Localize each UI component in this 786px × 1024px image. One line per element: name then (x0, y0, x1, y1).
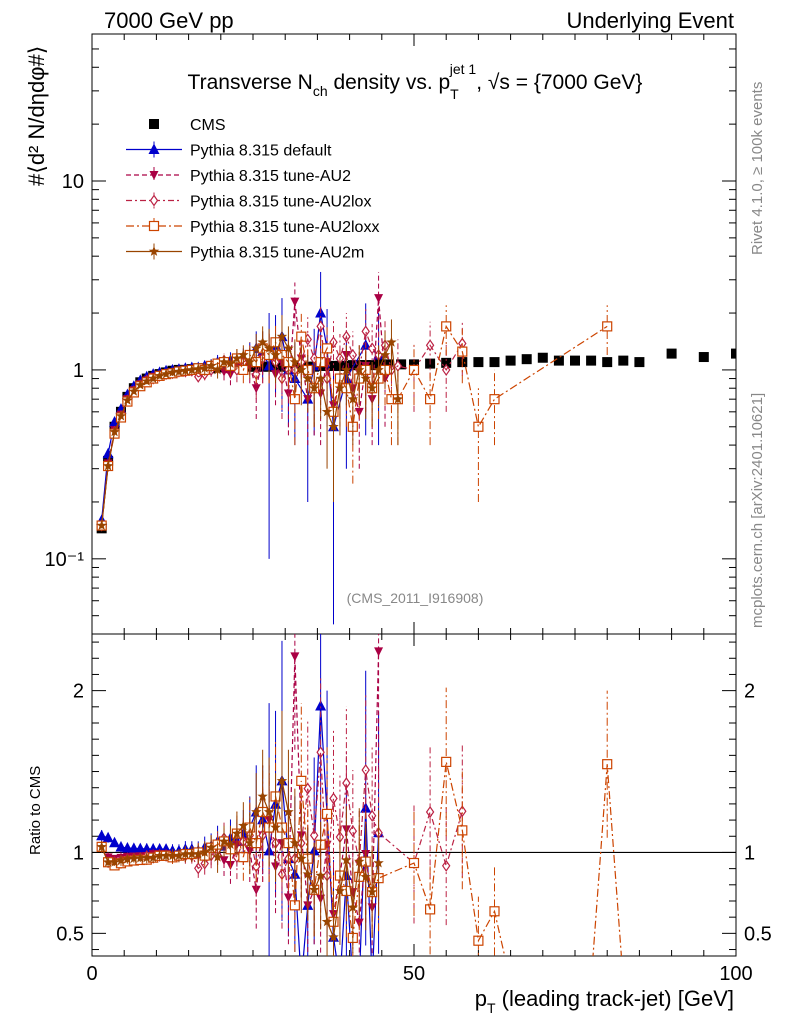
legend-item: CMS (149, 117, 226, 134)
ratio-y-tick-label: 1 (73, 842, 84, 864)
series-3-ratio-point (309, 829, 319, 842)
series-0-point (698, 352, 709, 363)
series-3-ratio-point (425, 805, 435, 819)
main-plot-frame (91, 33, 737, 635)
analysis-watermark: (CMS_2011_I916908) (347, 590, 484, 606)
series-4-ratio (96, 687, 622, 956)
y-tick-label: 10 (62, 171, 84, 193)
series-2-ratio-point (283, 893, 293, 903)
legend-label: Pythia 8.315 tune-AU2m (190, 245, 364, 262)
series-5-ratio-point (373, 857, 384, 868)
series-4-point (489, 394, 500, 405)
x-tick-label: 0 (86, 963, 97, 985)
series-1-ratio-point (315, 700, 327, 711)
series-5-ratio-line (101, 780, 380, 940)
series-5-ratio (96, 710, 384, 956)
series-0-point (521, 354, 532, 365)
x-tick-label: 100 (719, 963, 752, 985)
series-2-ratio-line (101, 651, 380, 923)
y-tick-label: 1 (73, 360, 84, 382)
series-0-point (396, 359, 407, 370)
series-1-ratio-point (115, 841, 127, 852)
series-0-point (473, 357, 484, 368)
series-3-ratio-point (458, 805, 467, 818)
axis-ticks: 0 50 100 10⁻¹ 1 10 0.5 0.5 1 1 2 2 (45, 33, 772, 985)
ratio-y-tick-label: 2 (73, 681, 84, 703)
series-3-ratio-point (441, 859, 451, 872)
chart-title: Transverse Nch density vs. pTjet 1, √s =… (188, 61, 643, 102)
header-left: 7000 GeV pp (104, 8, 234, 33)
series-3-ratio-point (348, 825, 358, 838)
series-3-ratio-point (329, 792, 338, 805)
series-2-main (97, 271, 390, 531)
legend-label: Pythia 8.315 tune-AU2lox (190, 194, 371, 211)
legend-marker (149, 119, 159, 129)
legend: CMS Pythia 8.315 default Pythia 8.315 tune… (126, 117, 379, 262)
legend-item: Pythia 8.315 tune-AU2lox (126, 192, 371, 211)
legend-item: Pythia 8.315 default (126, 141, 332, 160)
ratio-y-tick-label: 0.5 (56, 923, 84, 945)
series-0-point (553, 355, 564, 366)
series-4-main (96, 305, 613, 531)
series-4-point (289, 394, 300, 405)
series-0-point (634, 357, 645, 368)
series-0-point (731, 348, 736, 359)
header-right: Underlying Event (566, 8, 734, 33)
series-5-main (96, 315, 404, 530)
legend-item: Pythia 8.315 tune-AU2loxx (126, 218, 379, 236)
series-0-point (505, 355, 516, 366)
series-3-point (361, 325, 370, 338)
legend-marker (148, 143, 160, 154)
series-0-main (96, 348, 736, 534)
legend-marker (149, 171, 159, 180)
x-tick-label: 50 (403, 963, 425, 985)
legend-label: Pythia 8.315 default (190, 143, 332, 160)
legend-label: CMS (190, 117, 226, 134)
series-4-point (425, 394, 436, 405)
series-5-ratio-point (341, 854, 352, 865)
series-0-point (441, 357, 452, 368)
rivet-label: Rivet 4.1.0, ≥ 100k events (749, 82, 766, 255)
series-4-point (473, 421, 484, 432)
series-1-ratio (96, 634, 385, 956)
ratio-y-tick-label-right: 2 (744, 681, 755, 703)
legend-marker (149, 194, 159, 207)
ratio-y-tick-label-right: 0.5 (744, 923, 772, 945)
legend-item: Pythia 8.315 tune-AU2m (126, 243, 364, 262)
series-0-point (570, 355, 580, 366)
series-0-point (586, 355, 597, 366)
legend-label: Pythia 8.315 tune-AU2loxx (190, 219, 379, 236)
y-axis-title-main: #⟨d² N/dηdφ#⟩ (24, 46, 49, 186)
main-plot-series (96, 271, 736, 625)
series-4-line (101, 324, 608, 526)
legend-marker (148, 246, 160, 256)
legend-marker (148, 220, 160, 232)
legend-item: Pythia 8.315 tune-AU2 (126, 167, 351, 185)
series-3-ratio-point (251, 860, 261, 873)
series-0-point (489, 357, 500, 368)
mcplots-label: mcplots.cern.ch [arXiv:2401.10621] (749, 393, 766, 628)
series-1-ratio-point (96, 829, 108, 841)
y-tick-label: 10⁻¹ (45, 549, 85, 571)
x-axis-title: pT (leading track-jet) [GeV] (475, 986, 734, 1016)
series-2-line (101, 298, 386, 526)
series-0-point (537, 352, 548, 363)
series-0-point (666, 348, 677, 359)
ratio-y-tick-label-right: 1 (744, 842, 755, 864)
series-0-point (328, 360, 339, 371)
series-2-ratio-point (374, 647, 384, 657)
series-5-line (101, 335, 399, 526)
series-0-point (602, 357, 613, 368)
ratio-plot-series (96, 634, 622, 956)
y-axis-title-ratio: Ratio to CMS (27, 766, 44, 855)
series-5-ratio-point (276, 775, 288, 786)
legend-label: Pythia 8.315 tune-AU2 (190, 168, 351, 185)
series-0-point (383, 359, 394, 370)
series-5-ratio-point (96, 841, 107, 852)
series-1-main (96, 271, 385, 625)
series-0-point (618, 355, 629, 366)
